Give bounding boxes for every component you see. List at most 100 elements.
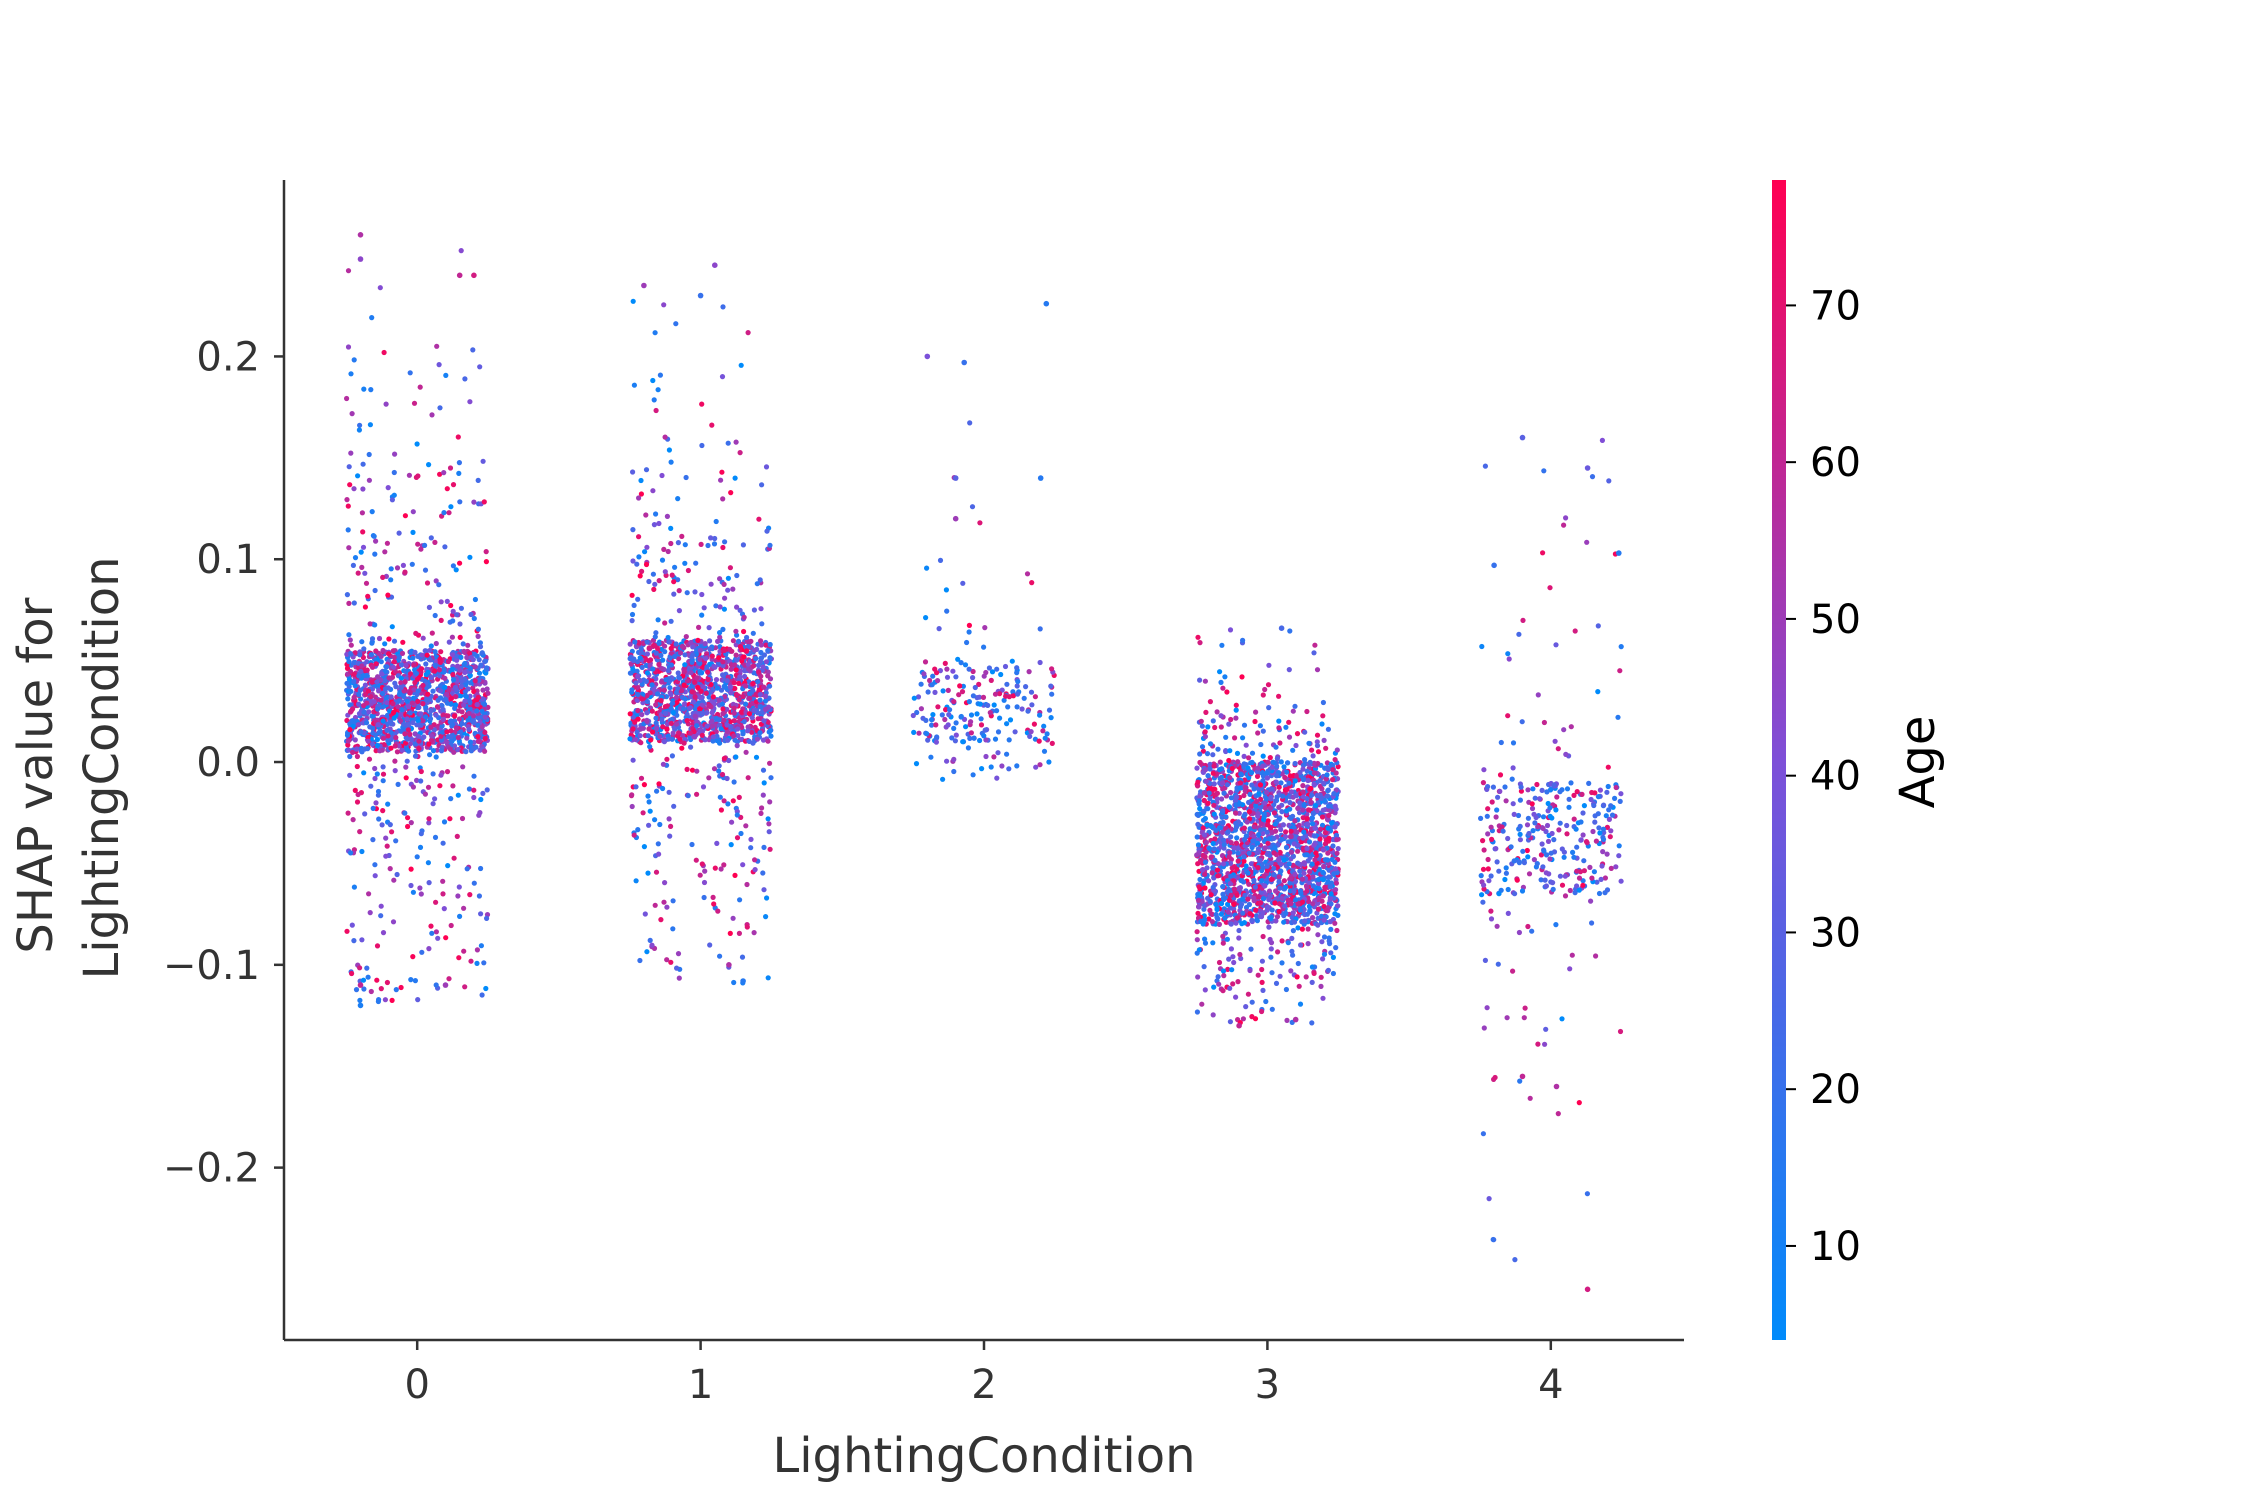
scatter-point bbox=[461, 702, 467, 708]
scatter-point bbox=[444, 598, 450, 605]
scatter-point bbox=[959, 689, 966, 695]
scatter-point bbox=[728, 666, 734, 672]
scatter-point bbox=[385, 592, 391, 598]
scatter-point bbox=[478, 662, 484, 668]
scatter-point bbox=[1049, 740, 1055, 747]
scatter-point bbox=[933, 739, 940, 745]
scatter-point bbox=[430, 771, 436, 777]
scatter-point bbox=[381, 742, 387, 748]
scatter-point bbox=[424, 696, 430, 703]
scatter-point bbox=[349, 411, 355, 417]
scatter-point bbox=[452, 684, 459, 690]
scatter-point bbox=[682, 662, 688, 668]
scatter-point bbox=[682, 701, 688, 707]
scatter-point bbox=[444, 486, 450, 492]
scatter-point bbox=[636, 554, 642, 560]
scatter-point bbox=[648, 657, 654, 663]
scatter-point bbox=[978, 716, 984, 722]
scatter-point bbox=[362, 746, 368, 752]
scatter-point bbox=[1202, 885, 1208, 891]
scatter-point bbox=[348, 688, 354, 695]
scatter-point bbox=[657, 733, 663, 740]
scatter-point bbox=[474, 947, 480, 953]
scatter-point bbox=[438, 649, 444, 655]
scatter-point bbox=[979, 766, 985, 772]
scatter-point bbox=[468, 654, 474, 661]
scatter-point bbox=[373, 538, 379, 544]
scatter-point bbox=[474, 702, 480, 708]
scatter-point bbox=[429, 412, 435, 418]
scatter-point bbox=[652, 581, 658, 587]
scatter-point bbox=[630, 558, 636, 564]
scatter-point bbox=[358, 549, 364, 555]
scatter-point bbox=[408, 736, 415, 743]
scatter-point bbox=[438, 599, 444, 605]
scatter-point bbox=[405, 727, 411, 733]
scatter-point bbox=[349, 922, 355, 928]
scatter-point bbox=[665, 736, 672, 742]
scatter-point bbox=[720, 544, 726, 551]
scatter-point bbox=[458, 684, 464, 690]
scatter-point bbox=[441, 819, 448, 825]
scatter-point bbox=[646, 799, 652, 805]
scatter-point bbox=[432, 612, 438, 619]
scatter-point bbox=[346, 632, 352, 638]
scatter-point bbox=[765, 975, 771, 981]
scatter-point bbox=[640, 810, 646, 816]
scatter-point bbox=[921, 671, 927, 677]
scatter-point bbox=[360, 654, 366, 661]
scatter-point bbox=[422, 542, 428, 549]
scatter-point bbox=[394, 565, 401, 571]
scatter-point bbox=[1335, 846, 1341, 852]
scatter-point bbox=[660, 724, 666, 730]
scatter-point bbox=[760, 870, 766, 876]
scatter-point bbox=[388, 566, 394, 572]
scatter-point bbox=[701, 894, 707, 901]
scatter-point bbox=[432, 662, 438, 669]
scatter-point bbox=[668, 720, 675, 727]
scatter-point bbox=[448, 695, 454, 702]
scatter-point bbox=[636, 640, 642, 646]
scatter-point bbox=[940, 688, 946, 694]
scatter-point bbox=[414, 854, 420, 860]
scatter-point bbox=[704, 723, 710, 729]
scatter-point bbox=[721, 755, 728, 762]
scatter-point bbox=[407, 710, 413, 716]
scatter-point bbox=[466, 786, 472, 792]
scatter-point bbox=[1272, 828, 1279, 834]
scatter-point bbox=[1327, 919, 1333, 925]
scatter-point bbox=[930, 673, 936, 679]
scatter-point bbox=[662, 704, 669, 710]
scatter-point bbox=[347, 709, 354, 715]
scatter-point bbox=[399, 747, 405, 753]
scatter-point bbox=[370, 741, 376, 747]
scatter-point bbox=[654, 788, 660, 794]
scatter-point bbox=[644, 710, 650, 716]
scatter-point bbox=[1048, 715, 1054, 721]
scatter-point bbox=[354, 799, 361, 805]
scatter-point bbox=[684, 711, 690, 717]
scatter-point bbox=[478, 943, 484, 949]
scatter-point bbox=[682, 652, 688, 658]
scatter-point bbox=[454, 653, 460, 659]
scatter-point bbox=[640, 725, 647, 731]
scatter-point bbox=[1032, 694, 1038, 700]
scatter-point bbox=[638, 740, 644, 746]
scatter-point bbox=[425, 784, 432, 790]
scatter-point bbox=[629, 611, 636, 618]
scatter-point bbox=[379, 822, 385, 828]
scatter-point bbox=[360, 544, 367, 550]
scatter-point bbox=[351, 600, 357, 606]
scatter-point bbox=[415, 997, 421, 1003]
scatter-point bbox=[423, 714, 429, 720]
scatter-point bbox=[1335, 903, 1341, 909]
scatter-point bbox=[767, 641, 773, 648]
scatter-point-outlier bbox=[442, 982, 449, 988]
scatter-point bbox=[741, 654, 747, 660]
scatter-point bbox=[721, 581, 727, 588]
scatter-point bbox=[647, 808, 653, 814]
scatter-point bbox=[652, 902, 658, 908]
scatter-point bbox=[693, 857, 699, 863]
scatter-point bbox=[732, 475, 738, 481]
scatter-point bbox=[441, 470, 447, 476]
